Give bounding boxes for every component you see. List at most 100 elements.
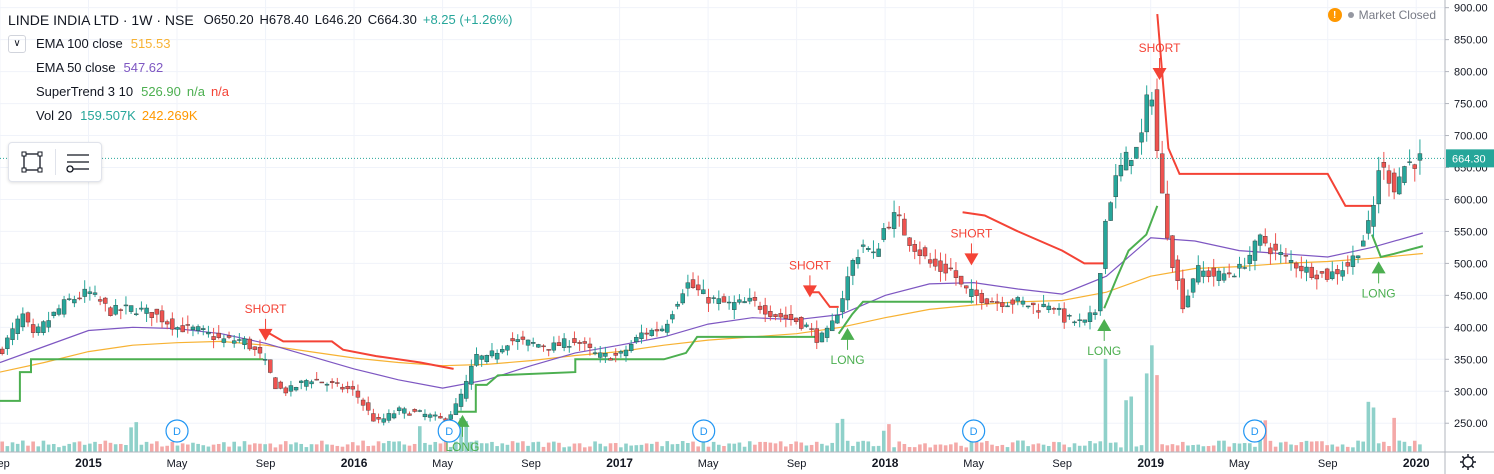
candle-body[interactable] [1381,162,1387,168]
settings-lines-tool[interactable] [56,143,102,181]
candle-body[interactable] [551,342,557,351]
candle-body[interactable] [118,309,123,311]
candle-body[interactable] [30,324,36,333]
candle-body[interactable] [185,324,191,326]
market-status[interactable]: ! Market Closed [1327,8,1436,22]
candle-body[interactable] [345,385,350,390]
candle-body[interactable] [670,314,675,320]
candle-body[interactable] [866,247,871,250]
candle-body[interactable] [561,338,567,348]
candle-body[interactable] [752,297,758,301]
candle-body[interactable] [1273,243,1278,251]
candle-body[interactable] [427,414,433,418]
candle-body[interactable] [1201,270,1206,277]
candle-body[interactable] [1010,299,1015,305]
candle-body[interactable] [309,381,314,385]
candle-body[interactable] [943,263,948,274]
candle-body[interactable] [1257,234,1263,246]
candle-body[interactable] [1211,267,1216,277]
candle-body[interactable] [355,390,361,398]
select-rectangle-tool[interactable] [9,143,55,181]
candle-body[interactable] [123,304,129,307]
candle-body[interactable] [299,380,304,383]
indicator-row[interactable]: SuperTrend 3 10 526.90 n/a n/a [8,80,512,104]
candle-body[interactable] [845,276,850,301]
candle-body[interactable] [891,212,897,229]
candle-body[interactable] [582,341,587,344]
candle-body[interactable] [1417,153,1423,161]
dividend-marker-icon[interactable] [962,419,986,443]
candle-body[interactable] [304,380,309,387]
candle-body[interactable] [659,328,665,332]
candle-body[interactable] [257,347,263,354]
candle-body[interactable] [958,275,964,285]
candle-body[interactable] [531,342,536,344]
candle-body[interactable] [804,324,809,327]
candle-body[interactable] [381,418,386,423]
candle-body[interactable] [737,299,742,303]
candle-body[interactable] [1098,273,1103,312]
candle-body[interactable] [1046,305,1051,311]
candle-body[interactable] [1288,260,1294,263]
candle-body[interactable] [314,378,319,381]
candle-body[interactable] [103,297,108,304]
candle-body[interactable] [907,237,912,246]
candle-body[interactable] [463,381,469,399]
candle-body[interactable] [1000,302,1005,307]
candle-body[interactable] [77,297,82,300]
candle-body[interactable] [1108,202,1113,221]
candle-body[interactable] [897,214,902,217]
candle-body[interactable] [788,314,794,320]
dividend-marker-icon[interactable] [437,419,461,443]
candle-body[interactable] [134,313,139,316]
candle-body[interactable] [974,289,979,296]
candle-body[interactable] [242,338,247,345]
candle-body[interactable] [1051,308,1057,310]
candle-body[interactable] [1252,240,1258,261]
candle-body[interactable] [1139,132,1144,143]
candle-body[interactable] [61,299,67,315]
candle-body[interactable] [10,328,15,340]
candle-body[interactable] [938,260,943,272]
candle-body[interactable] [1062,308,1067,323]
candle-body[interactable] [1144,94,1149,133]
candle-body[interactable] [1361,240,1366,247]
candle-body[interactable] [608,358,613,361]
candle-body[interactable] [433,414,438,417]
candle-body[interactable] [474,354,479,366]
candle-body[interactable] [809,328,814,330]
candle-body[interactable] [262,358,268,361]
candle-body[interactable] [448,414,453,420]
candle-body[interactable] [695,284,701,291]
candle-body[interactable] [273,377,278,390]
candle-body[interactable] [479,355,484,360]
candle-body[interactable] [1031,302,1036,306]
candle-body[interactable] [618,351,624,354]
candle-body[interactable] [453,403,459,415]
candle-body[interactable] [386,413,392,421]
candle-body[interactable] [1103,220,1108,269]
candle-body[interactable] [206,332,211,335]
candle-body[interactable] [824,327,830,338]
candle-body[interactable] [855,257,861,265]
candle-body[interactable] [113,305,118,315]
candle-body[interactable] [1340,270,1345,277]
candle-body[interactable] [711,297,716,299]
candle-body[interactable] [706,297,711,304]
candle-body[interactable] [1335,269,1340,275]
candle-body[interactable] [1041,303,1046,308]
candle-body[interactable] [350,386,355,390]
candle-body[interactable] [1324,268,1330,280]
candle-body[interactable] [149,312,154,318]
candle-body[interactable] [154,308,160,315]
candle-body[interactable] [293,387,299,391]
candle-body[interactable] [1082,319,1088,323]
candle-body[interactable] [175,327,180,330]
candle-body[interactable] [1314,274,1320,280]
candle-body[interactable] [1087,312,1093,322]
candle-body[interactable] [732,302,737,310]
candle-body[interactable] [1232,275,1237,278]
candle-body[interactable] [1129,160,1134,167]
candle-body[interactable] [598,352,603,358]
